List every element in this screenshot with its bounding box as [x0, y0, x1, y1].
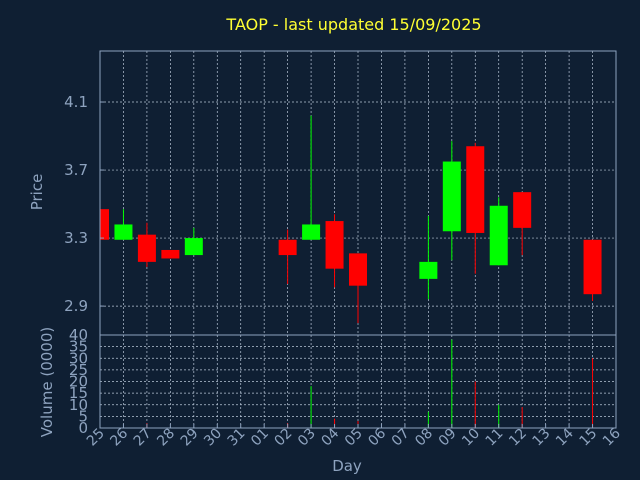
candle-body	[419, 261, 438, 279]
candle-body	[114, 224, 133, 240]
volume-tick-label: 20	[69, 373, 88, 391]
candle-body	[161, 249, 180, 259]
candle-body	[137, 234, 156, 262]
candle-body	[325, 221, 344, 269]
candle-body	[349, 253, 367, 286]
price-tick-label: 3.3	[64, 229, 88, 247]
price-tick-label: 3.7	[64, 161, 88, 179]
x-tick-labels: 25 26 27 28 29 30 31 01 02 03 04 05 06 07 08 09 10 11 12 13…	[84, 425, 624, 449]
price-marks	[99, 115, 602, 324]
volume-tick-label: 30	[69, 349, 88, 367]
candle-body	[466, 146, 485, 233]
price-tick-label: 4.1	[64, 93, 88, 111]
volume-tick-label: 35	[69, 338, 88, 356]
volume-tick-label: 15	[69, 384, 88, 402]
price-axis-label: Price	[28, 174, 46, 211]
volume-tick-label: 0	[78, 419, 88, 437]
volume-panel-frame	[99, 334, 617, 429]
candle-body	[583, 239, 602, 295]
candle-body	[184, 238, 203, 256]
candle-body	[302, 224, 321, 240]
chart-title: TAOP - last updated 15/09/2025	[225, 15, 481, 34]
candle-body	[100, 209, 109, 240]
axes	[99, 50, 617, 429]
candle-body	[278, 239, 297, 256]
volume-tick-label: 25	[69, 361, 88, 379]
candle-body	[489, 205, 508, 266]
volume-tick-label: 10	[69, 396, 88, 414]
volume-tick-label: 5	[78, 407, 88, 425]
x-axis-label: Day	[332, 457, 362, 475]
volume-axis-label: Volume (0000)	[38, 327, 56, 437]
price-tick-label: 2.9	[64, 297, 88, 315]
candle-body	[513, 192, 532, 228]
candle-body	[442, 161, 461, 232]
price-y-ticks: 2.9 3.3 3.7 4.1	[64, 93, 88, 315]
volume-tick-label: 40	[69, 326, 88, 344]
